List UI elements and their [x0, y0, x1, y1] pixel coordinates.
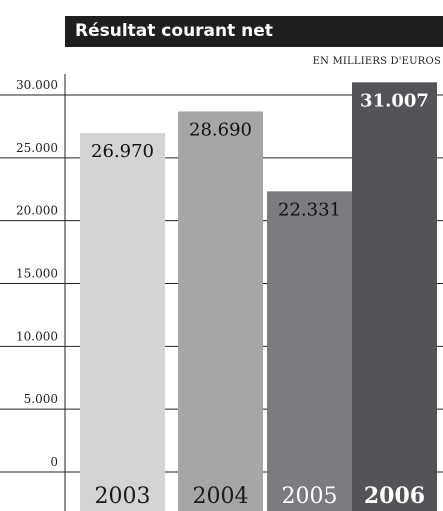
chart-title: Résultat courant net — [65, 16, 443, 47]
data-label: 31.007 — [360, 90, 429, 111]
category-band-2005 — [267, 472, 352, 511]
bar-2005 — [267, 191, 352, 472]
x-tick-label: 2004 — [193, 484, 249, 509]
unit-label: EN MILLIERS D'EUROS — [312, 56, 441, 67]
x-tick-label: 2005 — [282, 484, 338, 509]
bar-2004 — [178, 111, 263, 472]
data-label: 26.970 — [91, 141, 154, 162]
y-tick-label: 5.000 — [24, 392, 58, 406]
y-tick-label: 20.000 — [16, 204, 58, 218]
category-band-2003 — [80, 472, 165, 511]
y-tick-label: 15.000 — [16, 267, 58, 281]
y-tick-label: 30.000 — [16, 78, 58, 92]
category-band-2006 — [352, 472, 437, 511]
y-tick-label: 10.000 — [16, 329, 58, 343]
data-label: 22.331 — [278, 199, 341, 220]
category-band-2004 — [178, 472, 263, 511]
x-tick-label: 2003 — [95, 484, 151, 509]
y-tick-label: 25.000 — [16, 141, 58, 155]
bar-2003 — [80, 133, 165, 472]
x-tick-label: 2006 — [364, 483, 425, 509]
y-tick-label: 0 — [50, 455, 58, 469]
data-label: 28.690 — [189, 119, 252, 140]
bar-2006 — [352, 82, 437, 472]
